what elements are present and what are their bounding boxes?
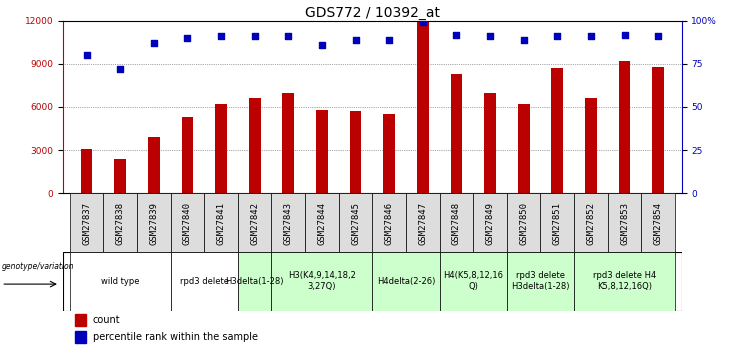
- Bar: [170, 193, 205, 252]
- Bar: [70, 252, 170, 310]
- Point: [619, 32, 631, 37]
- Text: genotype/variation: genotype/variation: [1, 262, 74, 271]
- Bar: [373, 193, 406, 252]
- Text: rpd3 delete H4
K5,8,12,16Q): rpd3 delete H4 K5,8,12,16Q): [593, 272, 657, 291]
- Bar: [137, 193, 170, 252]
- Text: H3(K4,9,14,18,2
3,27Q): H3(K4,9,14,18,2 3,27Q): [288, 272, 356, 291]
- Bar: [205, 193, 238, 252]
- Bar: [282, 92, 294, 193]
- Point: [484, 33, 496, 39]
- Bar: [551, 68, 563, 193]
- Bar: [518, 104, 530, 193]
- Bar: [305, 193, 339, 252]
- Title: GDS772 / 10392_at: GDS772 / 10392_at: [305, 6, 440, 20]
- Text: H4(K5,8,12,16
Q): H4(K5,8,12,16 Q): [443, 272, 503, 291]
- Bar: [642, 193, 675, 252]
- Point: [215, 33, 227, 39]
- Text: GSM27841: GSM27841: [216, 202, 225, 245]
- Bar: [249, 98, 261, 193]
- Point: [518, 37, 530, 42]
- Text: GSM27844: GSM27844: [317, 202, 327, 245]
- Bar: [574, 252, 675, 310]
- Text: wild type: wild type: [101, 277, 139, 286]
- Point: [652, 33, 664, 39]
- Point: [249, 33, 261, 39]
- Text: GSM27842: GSM27842: [250, 202, 259, 245]
- Bar: [507, 193, 540, 252]
- Bar: [507, 252, 574, 310]
- Bar: [170, 252, 238, 310]
- Point: [282, 33, 294, 39]
- Text: GSM27845: GSM27845: [351, 202, 360, 245]
- Text: GSM27840: GSM27840: [183, 202, 192, 245]
- Bar: [619, 61, 631, 193]
- Bar: [103, 193, 137, 252]
- Bar: [215, 104, 227, 193]
- Text: GSM27838: GSM27838: [116, 202, 124, 245]
- Bar: [417, 22, 429, 193]
- Bar: [373, 252, 439, 310]
- Bar: [574, 193, 608, 252]
- Bar: [608, 193, 642, 252]
- Text: GSM27850: GSM27850: [519, 202, 528, 245]
- Text: GSM27851: GSM27851: [553, 202, 562, 245]
- Text: H3delta(1-28): H3delta(1-28): [225, 277, 284, 286]
- Point: [417, 20, 429, 25]
- Bar: [473, 193, 507, 252]
- Point: [148, 40, 160, 46]
- Bar: [238, 252, 271, 310]
- Point: [81, 52, 93, 58]
- Text: percentile rank within the sample: percentile rank within the sample: [93, 333, 258, 342]
- Text: GSM27847: GSM27847: [418, 202, 428, 245]
- Bar: [350, 111, 362, 193]
- Bar: [484, 92, 496, 193]
- Text: GSM27848: GSM27848: [452, 202, 461, 245]
- Text: GSM27849: GSM27849: [485, 202, 494, 245]
- Bar: [148, 137, 159, 193]
- Text: H4delta(2-26): H4delta(2-26): [376, 277, 435, 286]
- Text: GSM27843: GSM27843: [284, 202, 293, 245]
- Point: [383, 37, 395, 42]
- Text: GSM27837: GSM27837: [82, 202, 91, 245]
- Point: [316, 42, 328, 48]
- Bar: [439, 193, 473, 252]
- Text: count: count: [93, 315, 120, 325]
- Bar: [114, 159, 126, 193]
- Point: [182, 35, 193, 41]
- Point: [551, 33, 563, 39]
- Bar: [70, 193, 103, 252]
- Bar: [406, 193, 439, 252]
- Bar: [339, 193, 373, 252]
- Point: [114, 66, 126, 72]
- Bar: [652, 67, 664, 193]
- Bar: [76, 314, 87, 326]
- Bar: [238, 193, 271, 252]
- Bar: [76, 331, 87, 343]
- Text: GSM27853: GSM27853: [620, 202, 629, 245]
- Bar: [451, 74, 462, 193]
- Text: GSM27854: GSM27854: [654, 202, 662, 245]
- Bar: [383, 114, 395, 193]
- Point: [350, 37, 362, 42]
- Text: rpd3 delete: rpd3 delete: [180, 277, 229, 286]
- Bar: [182, 117, 193, 193]
- Text: GSM27846: GSM27846: [385, 202, 393, 245]
- Point: [585, 33, 597, 39]
- Text: GSM27839: GSM27839: [149, 202, 159, 245]
- Bar: [585, 98, 597, 193]
- Bar: [81, 149, 93, 193]
- Text: GSM27852: GSM27852: [586, 202, 596, 245]
- Bar: [271, 193, 305, 252]
- Bar: [540, 193, 574, 252]
- Bar: [316, 110, 328, 193]
- Point: [451, 32, 462, 37]
- Text: rpd3 delete
H3delta(1-28): rpd3 delete H3delta(1-28): [511, 272, 570, 291]
- Bar: [271, 252, 373, 310]
- Bar: [439, 252, 507, 310]
